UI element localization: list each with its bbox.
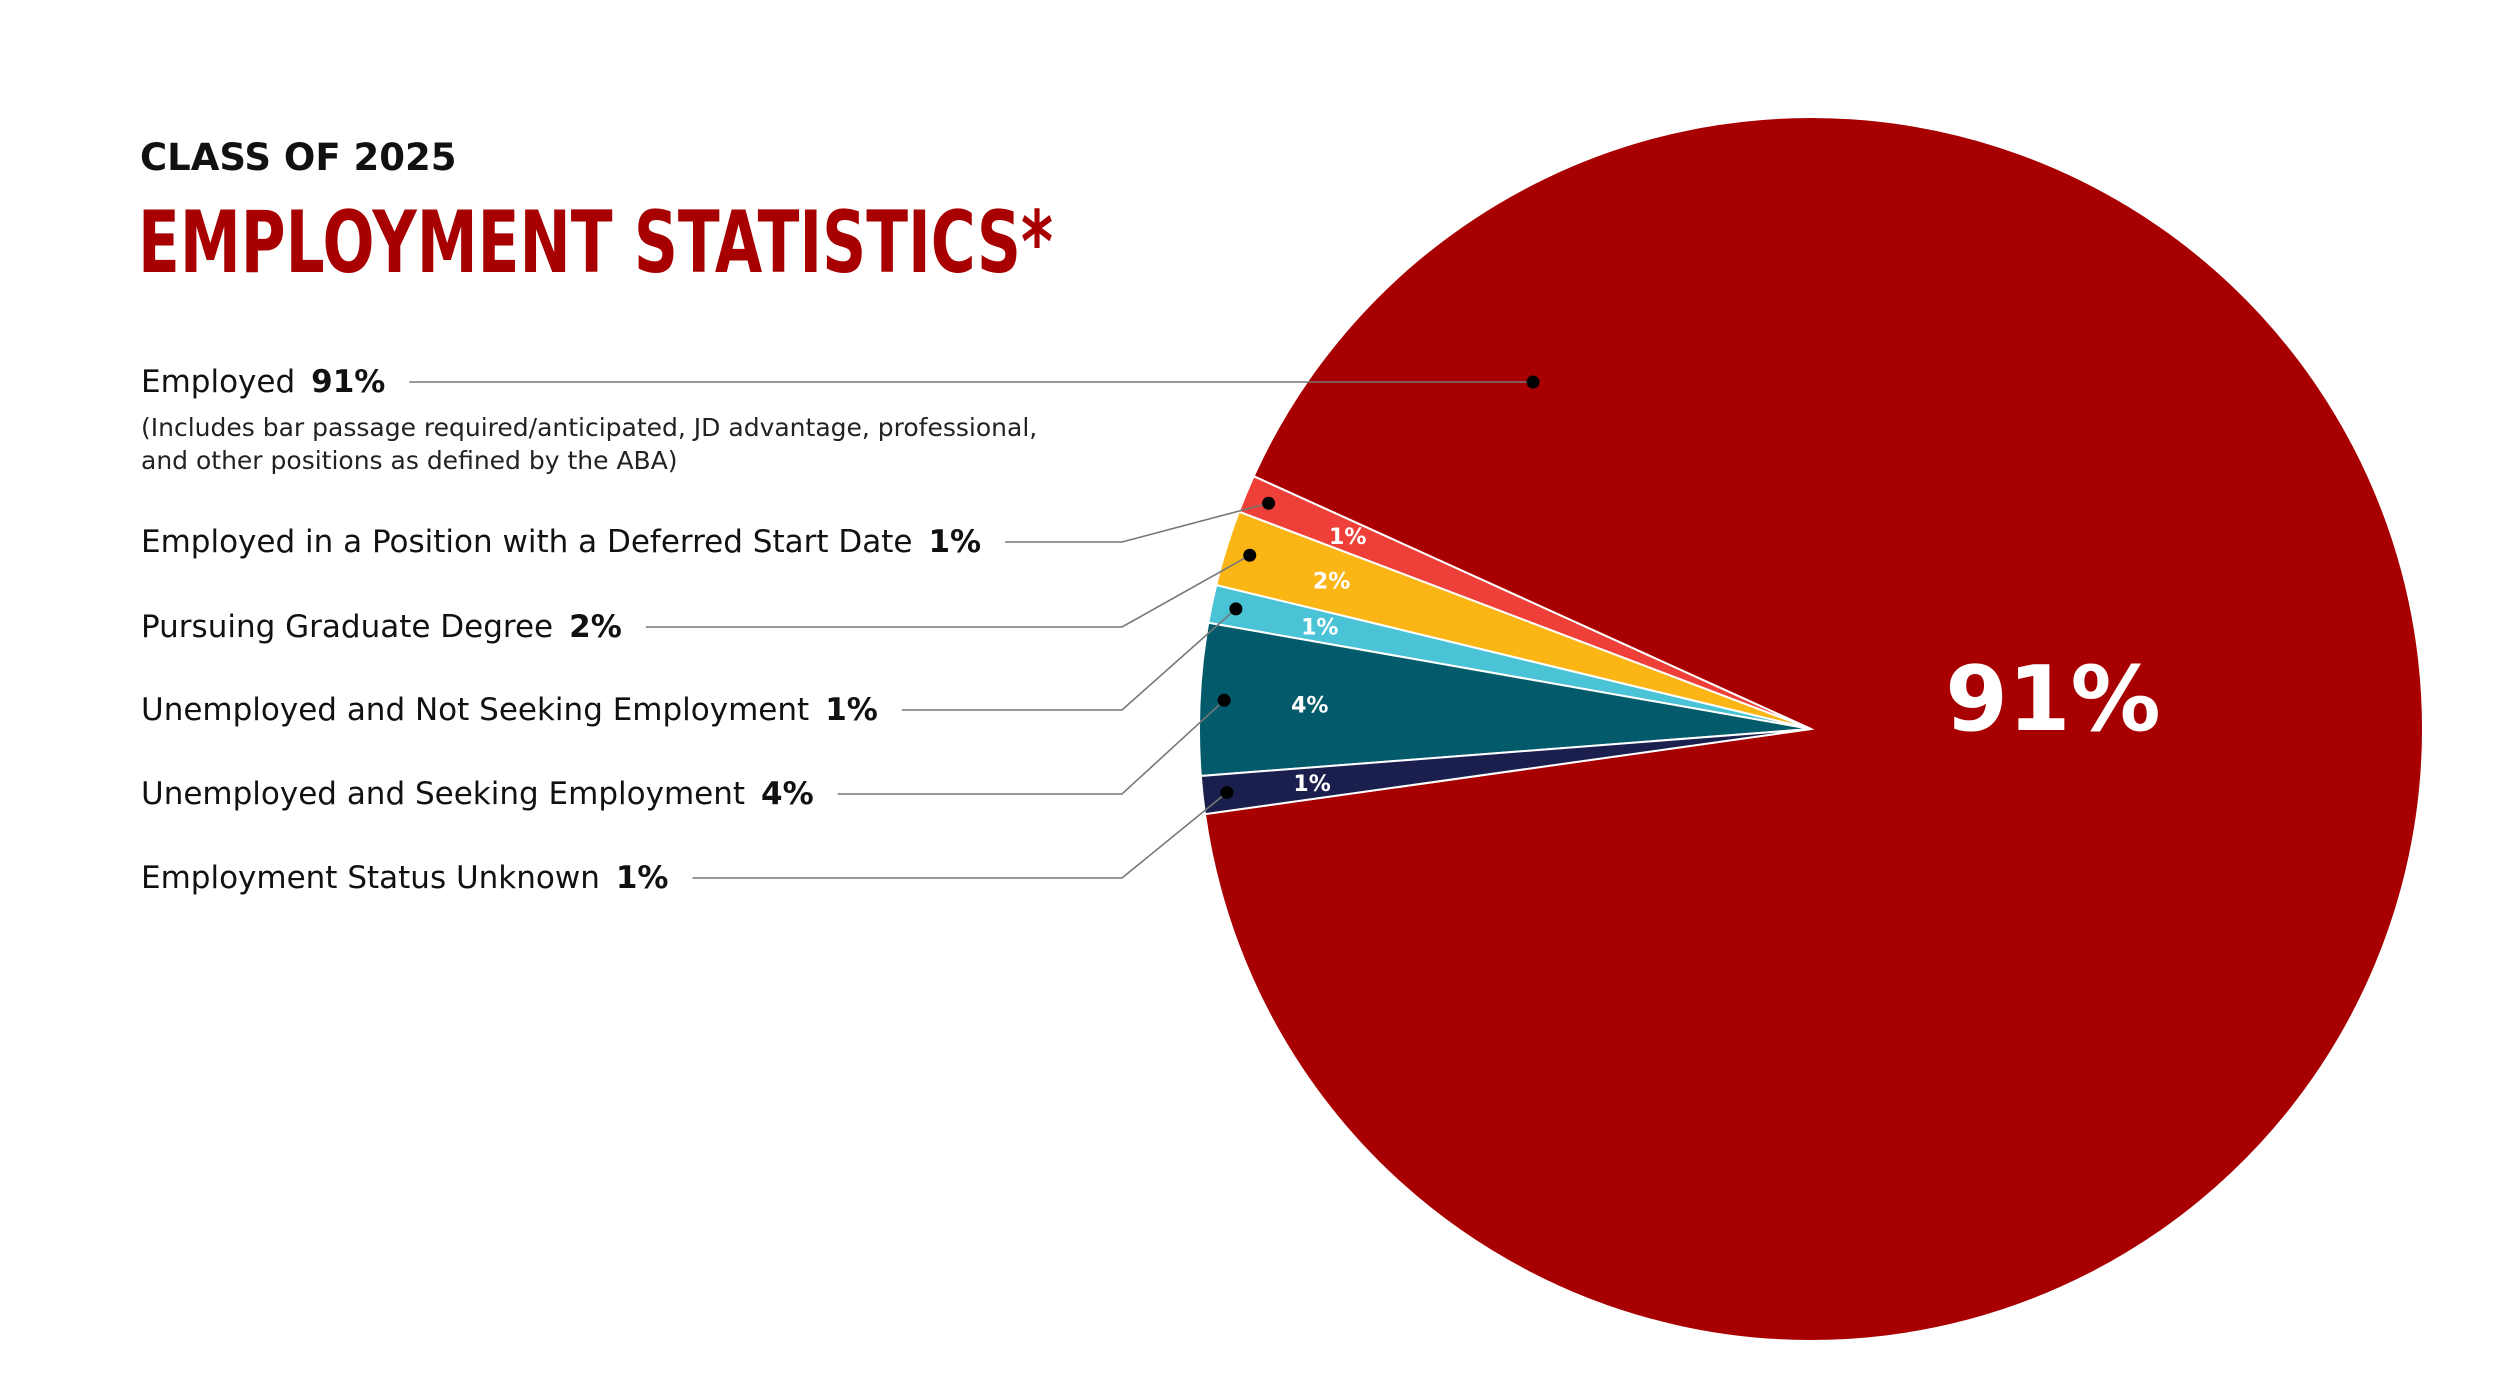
legend-value: 4% [761,776,814,812]
pie-slice [1199,728,1812,816]
legend-note: (Includes bar passage required/anticipat… [141,413,1037,475]
leader-line [837,699,1225,795]
pie: 91% 1% 2% 1% 4% 1% [1198,115,2424,1342]
slice-label: 2% [1313,570,1350,595]
slice-label: 1% [1301,615,1338,640]
legend-value: 1% [616,860,669,896]
slice-label: 1% [1329,525,1366,550]
note-line: (Includes bar passage required/anticipat… [141,413,1037,442]
leader-dot [1217,693,1231,707]
legend-label: Unemployed and Seeking Employment [141,776,745,812]
slice-label: 91% [1945,647,2160,752]
leader-dot [1526,375,1540,389]
chart-subtitle: CLASS OF 2025 [140,136,456,179]
legend-value: 1% [825,692,878,728]
legend-value: 2% [569,609,622,645]
pie-slice [1203,115,2424,1342]
legend-label: Employed in a Position with a Deferred S… [141,524,912,560]
leader-dot [1243,548,1257,562]
leader-line [1005,502,1269,543]
leader-line [901,608,1237,711]
legend-label: Pursuing Graduate Degree [141,609,553,645]
leader-line [692,791,1228,879]
legend-value: 1% [928,524,981,560]
leader-dot [1220,785,1234,799]
chart-title: EMPLOYMENT STATISTICS* [138,193,1053,293]
legend-value: 91% [311,364,385,400]
slice-label: 4% [1291,693,1328,718]
note-line: and other positions as defined by the AB… [141,446,678,475]
leader-dot [1229,602,1243,616]
legend: Employed 91% Employed in a Position with a… [141,364,1540,896]
legend-label: Unemployed and Not Seeking Employment [141,692,809,728]
legend-label: Employed [141,364,295,400]
leader-dot [1262,496,1276,510]
leader-line [645,554,1251,628]
legend-label: Employment Status Unknown [141,860,600,896]
slice-label: 1% [1293,772,1330,797]
